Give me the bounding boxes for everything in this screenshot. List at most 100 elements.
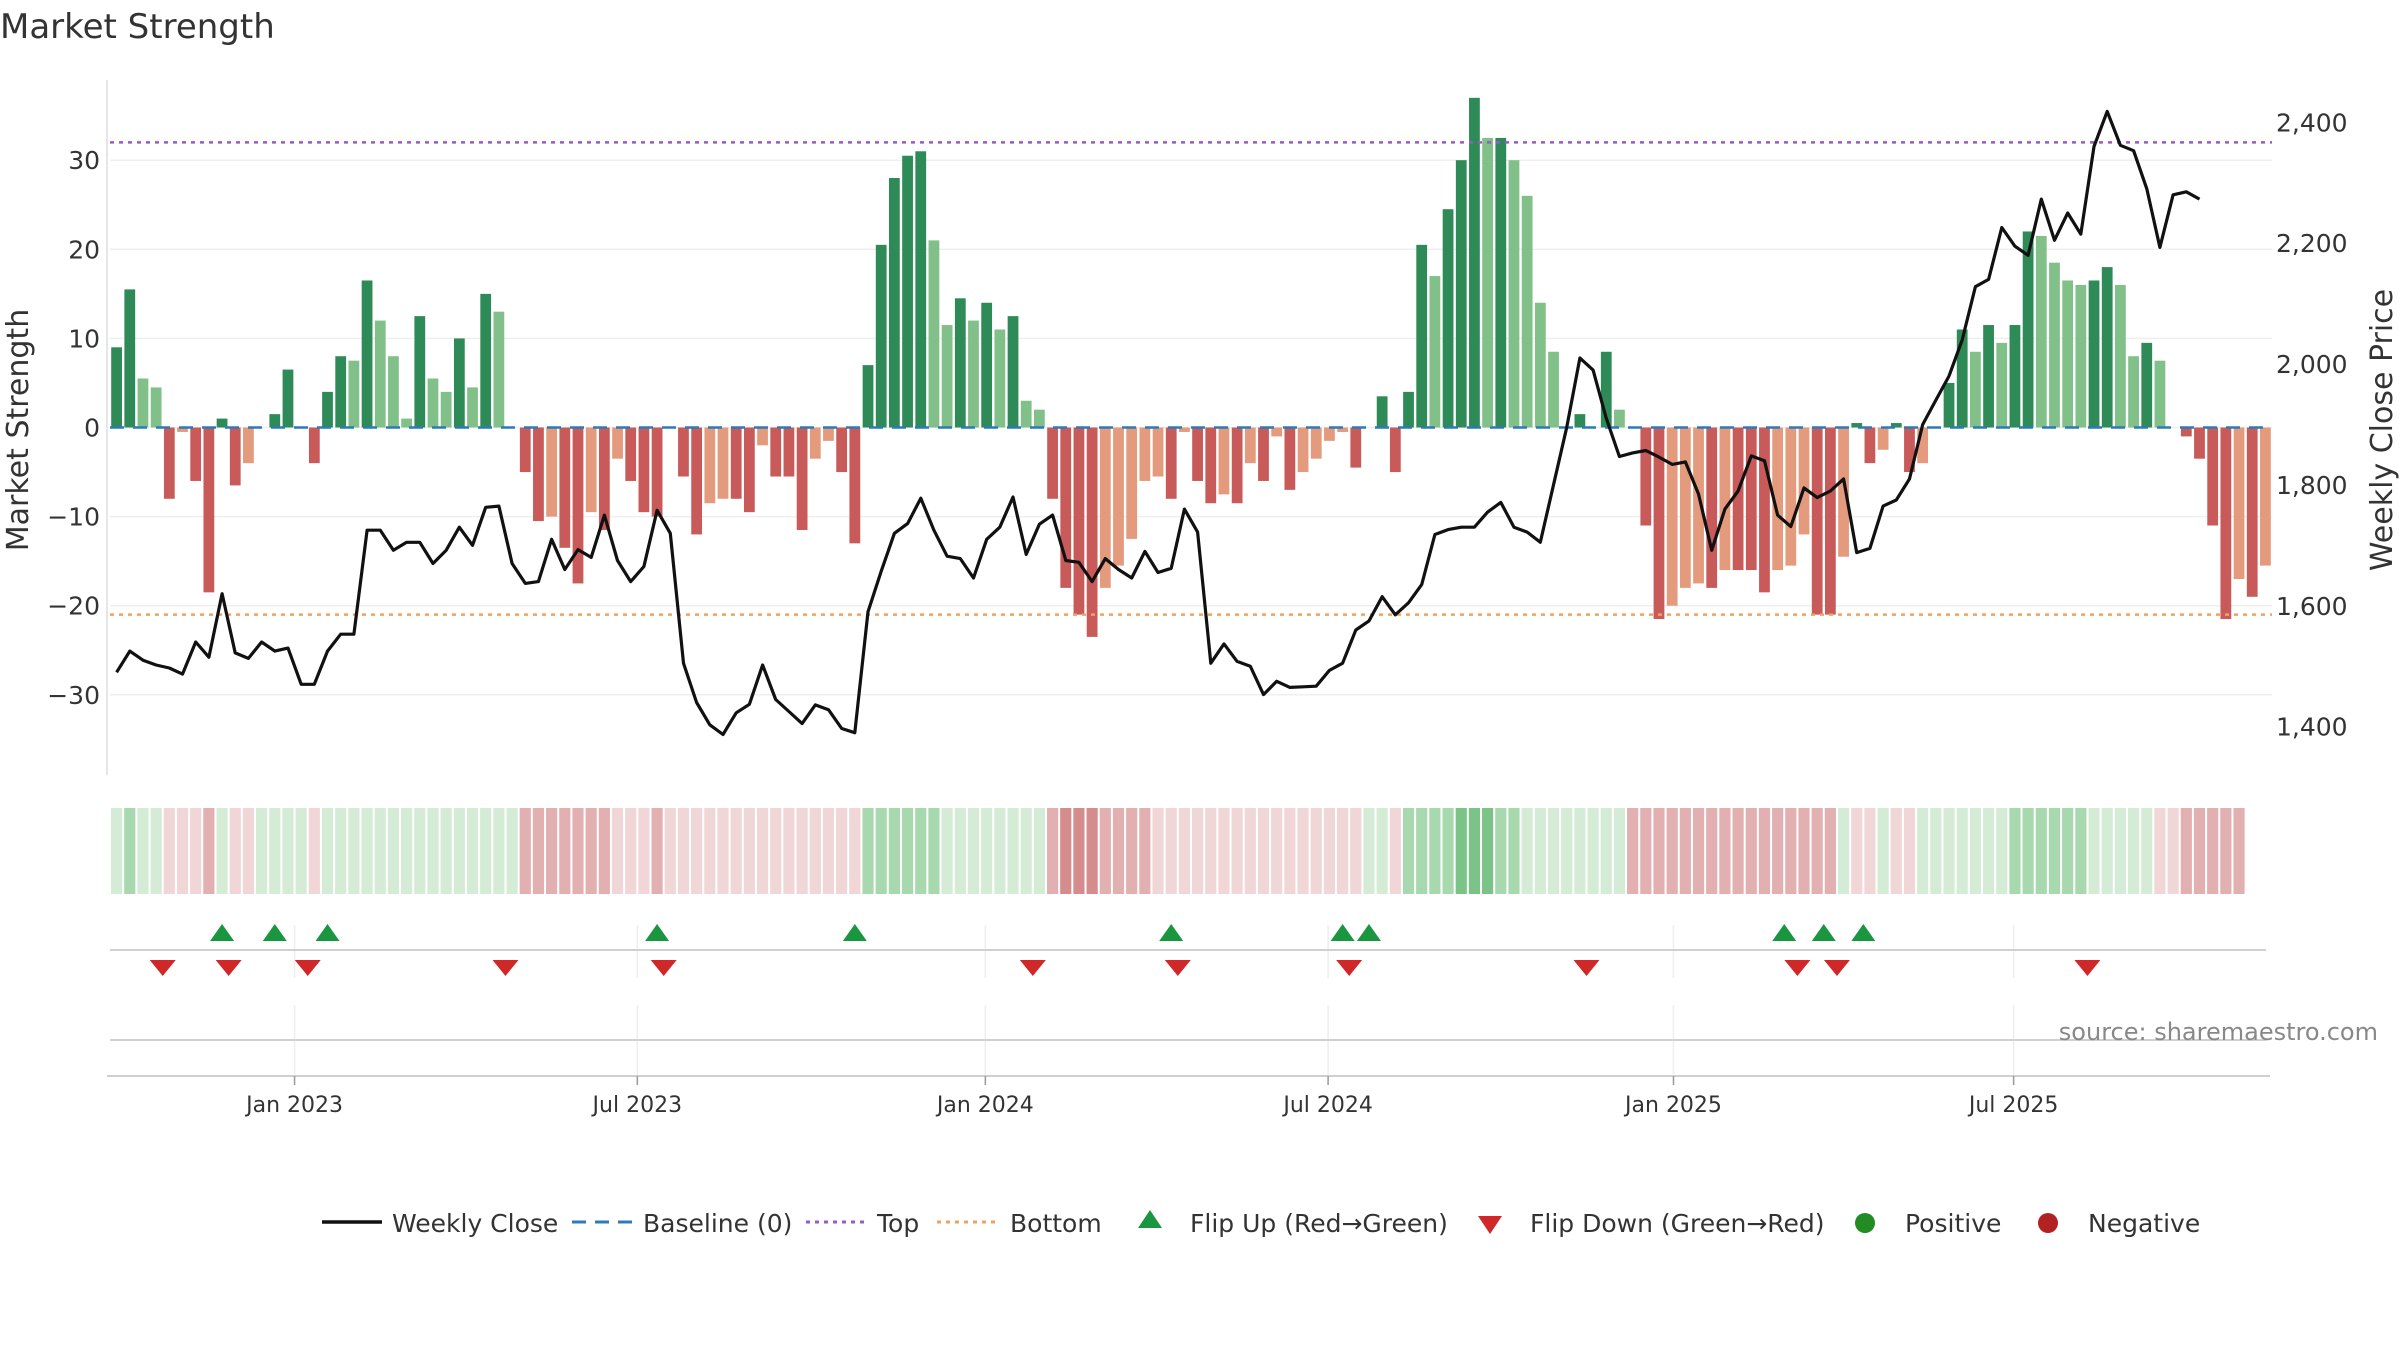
strip-cell [1402, 808, 1415, 894]
strength-bar [1429, 276, 1441, 428]
strength-bar [1811, 427, 1823, 615]
strip-cell [242, 808, 255, 894]
strip-cell [2062, 808, 2074, 894]
strip-cell [150, 808, 162, 894]
legend-flip-up-icon [1138, 1210, 1162, 1228]
strength-bar [1495, 137, 1507, 428]
strip-cell [2075, 808, 2087, 894]
strip-cell [190, 808, 202, 894]
strength-bar [1917, 427, 1929, 464]
strength-bar [1073, 427, 1085, 615]
flip-up-marker-icon [1356, 924, 1381, 941]
strip-cell [1165, 808, 1177, 894]
strength-bar [1271, 427, 1283, 437]
source-label: source: sharemaestro.com [2059, 1018, 2378, 1046]
strength-bar [322, 391, 333, 428]
strength-bar [1310, 427, 1322, 459]
strength-bar [875, 244, 887, 428]
strip-cell [901, 808, 914, 894]
strip-cell [111, 808, 123, 894]
strip-cell [1231, 808, 1243, 894]
flip-down-marker-icon [1019, 960, 1046, 976]
strip-cell [1495, 808, 1507, 894]
flip-down-marker-icon [215, 960, 242, 976]
strip-cell [1851, 808, 1863, 894]
strength-bar [2022, 231, 2034, 428]
strip-cell [756, 808, 769, 894]
strip-cell [1060, 808, 1072, 894]
strip-cell [1534, 808, 1546, 894]
strength-bar [335, 356, 347, 428]
strip-cell [1482, 808, 1494, 894]
strength-bar [1469, 97, 1480, 428]
strength-bar [1258, 427, 1269, 481]
strength-bar [1284, 427, 1296, 490]
strip-cell [1653, 808, 1665, 894]
strength-bar [1007, 316, 1019, 428]
strip-cell [572, 808, 584, 894]
strip-cell [559, 808, 571, 894]
strength-bar [1297, 427, 1309, 473]
strip-cell [677, 808, 690, 894]
strip-cell [466, 808, 479, 894]
strength-bar [216, 418, 228, 428]
x-tick-label: Jul 2024 [1281, 1093, 1373, 1118]
strip-cell [2088, 808, 2100, 894]
strip-cell [849, 808, 861, 894]
strength-bar [902, 155, 913, 428]
strip-cell [1073, 808, 1085, 894]
strip-cell [1798, 808, 1810, 894]
strength-bar [2233, 427, 2245, 579]
strength-bar [493, 311, 505, 428]
main-panel: −30 −20 −10 0 10 20 30 1,400 1,600 1,800 2,000 2,2… [1, 80, 2400, 775]
strip-cell [2009, 808, 2021, 894]
strip-cell [2127, 808, 2140, 894]
strip-cell [295, 808, 307, 894]
strip-cell [1574, 808, 1586, 894]
strength-bar [374, 320, 386, 428]
strip-cell [862, 808, 874, 894]
strength-bar [2088, 280, 2100, 428]
strength-bar [1324, 427, 1335, 441]
strip-cell [1126, 808, 1138, 894]
strength-bar [1798, 427, 1810, 535]
strength-bar [1679, 427, 1691, 588]
strength-bar [203, 427, 215, 593]
legend-flip-down-icon [1478, 1216, 1502, 1234]
strength-bar [981, 302, 993, 428]
strip-cell [638, 808, 650, 894]
strip-cell [1086, 808, 1098, 894]
strip-cell [1020, 808, 1032, 894]
strip-cell [1257, 808, 1270, 894]
strength-bar [1508, 160, 1520, 428]
strip-cell [1363, 808, 1375, 894]
strength-bar [427, 378, 439, 428]
strength-bars [111, 97, 2271, 637]
strength-bar [2141, 342, 2153, 428]
flip-up-marker-icon [842, 924, 867, 941]
weekly-close-line [115, 109, 2201, 737]
strength-bar [414, 316, 426, 428]
flip-up-marker-icon [1330, 924, 1355, 941]
strip-cell [519, 808, 531, 894]
strength-bar [796, 427, 808, 530]
strength-bar [757, 427, 768, 446]
strip-cell [1152, 808, 1164, 894]
strength-bar [519, 427, 531, 473]
flip-up-marker-icon [1772, 924, 1797, 941]
strength-bar [994, 329, 1006, 428]
strength-bar [1785, 427, 1797, 566]
strip-cell [269, 808, 281, 894]
strength-bar [1192, 427, 1203, 481]
strip-cell [941, 808, 953, 894]
strip-cell [1903, 808, 1916, 894]
strength-bar [1047, 427, 1058, 499]
strip-cell [1837, 808, 1850, 894]
strip-cell [1323, 808, 1336, 894]
strip-cell [387, 808, 400, 894]
strength-bar [1060, 427, 1072, 588]
strength-bar [1864, 427, 1876, 464]
strength-bar [1969, 351, 1981, 428]
strip-cell [809, 808, 821, 894]
